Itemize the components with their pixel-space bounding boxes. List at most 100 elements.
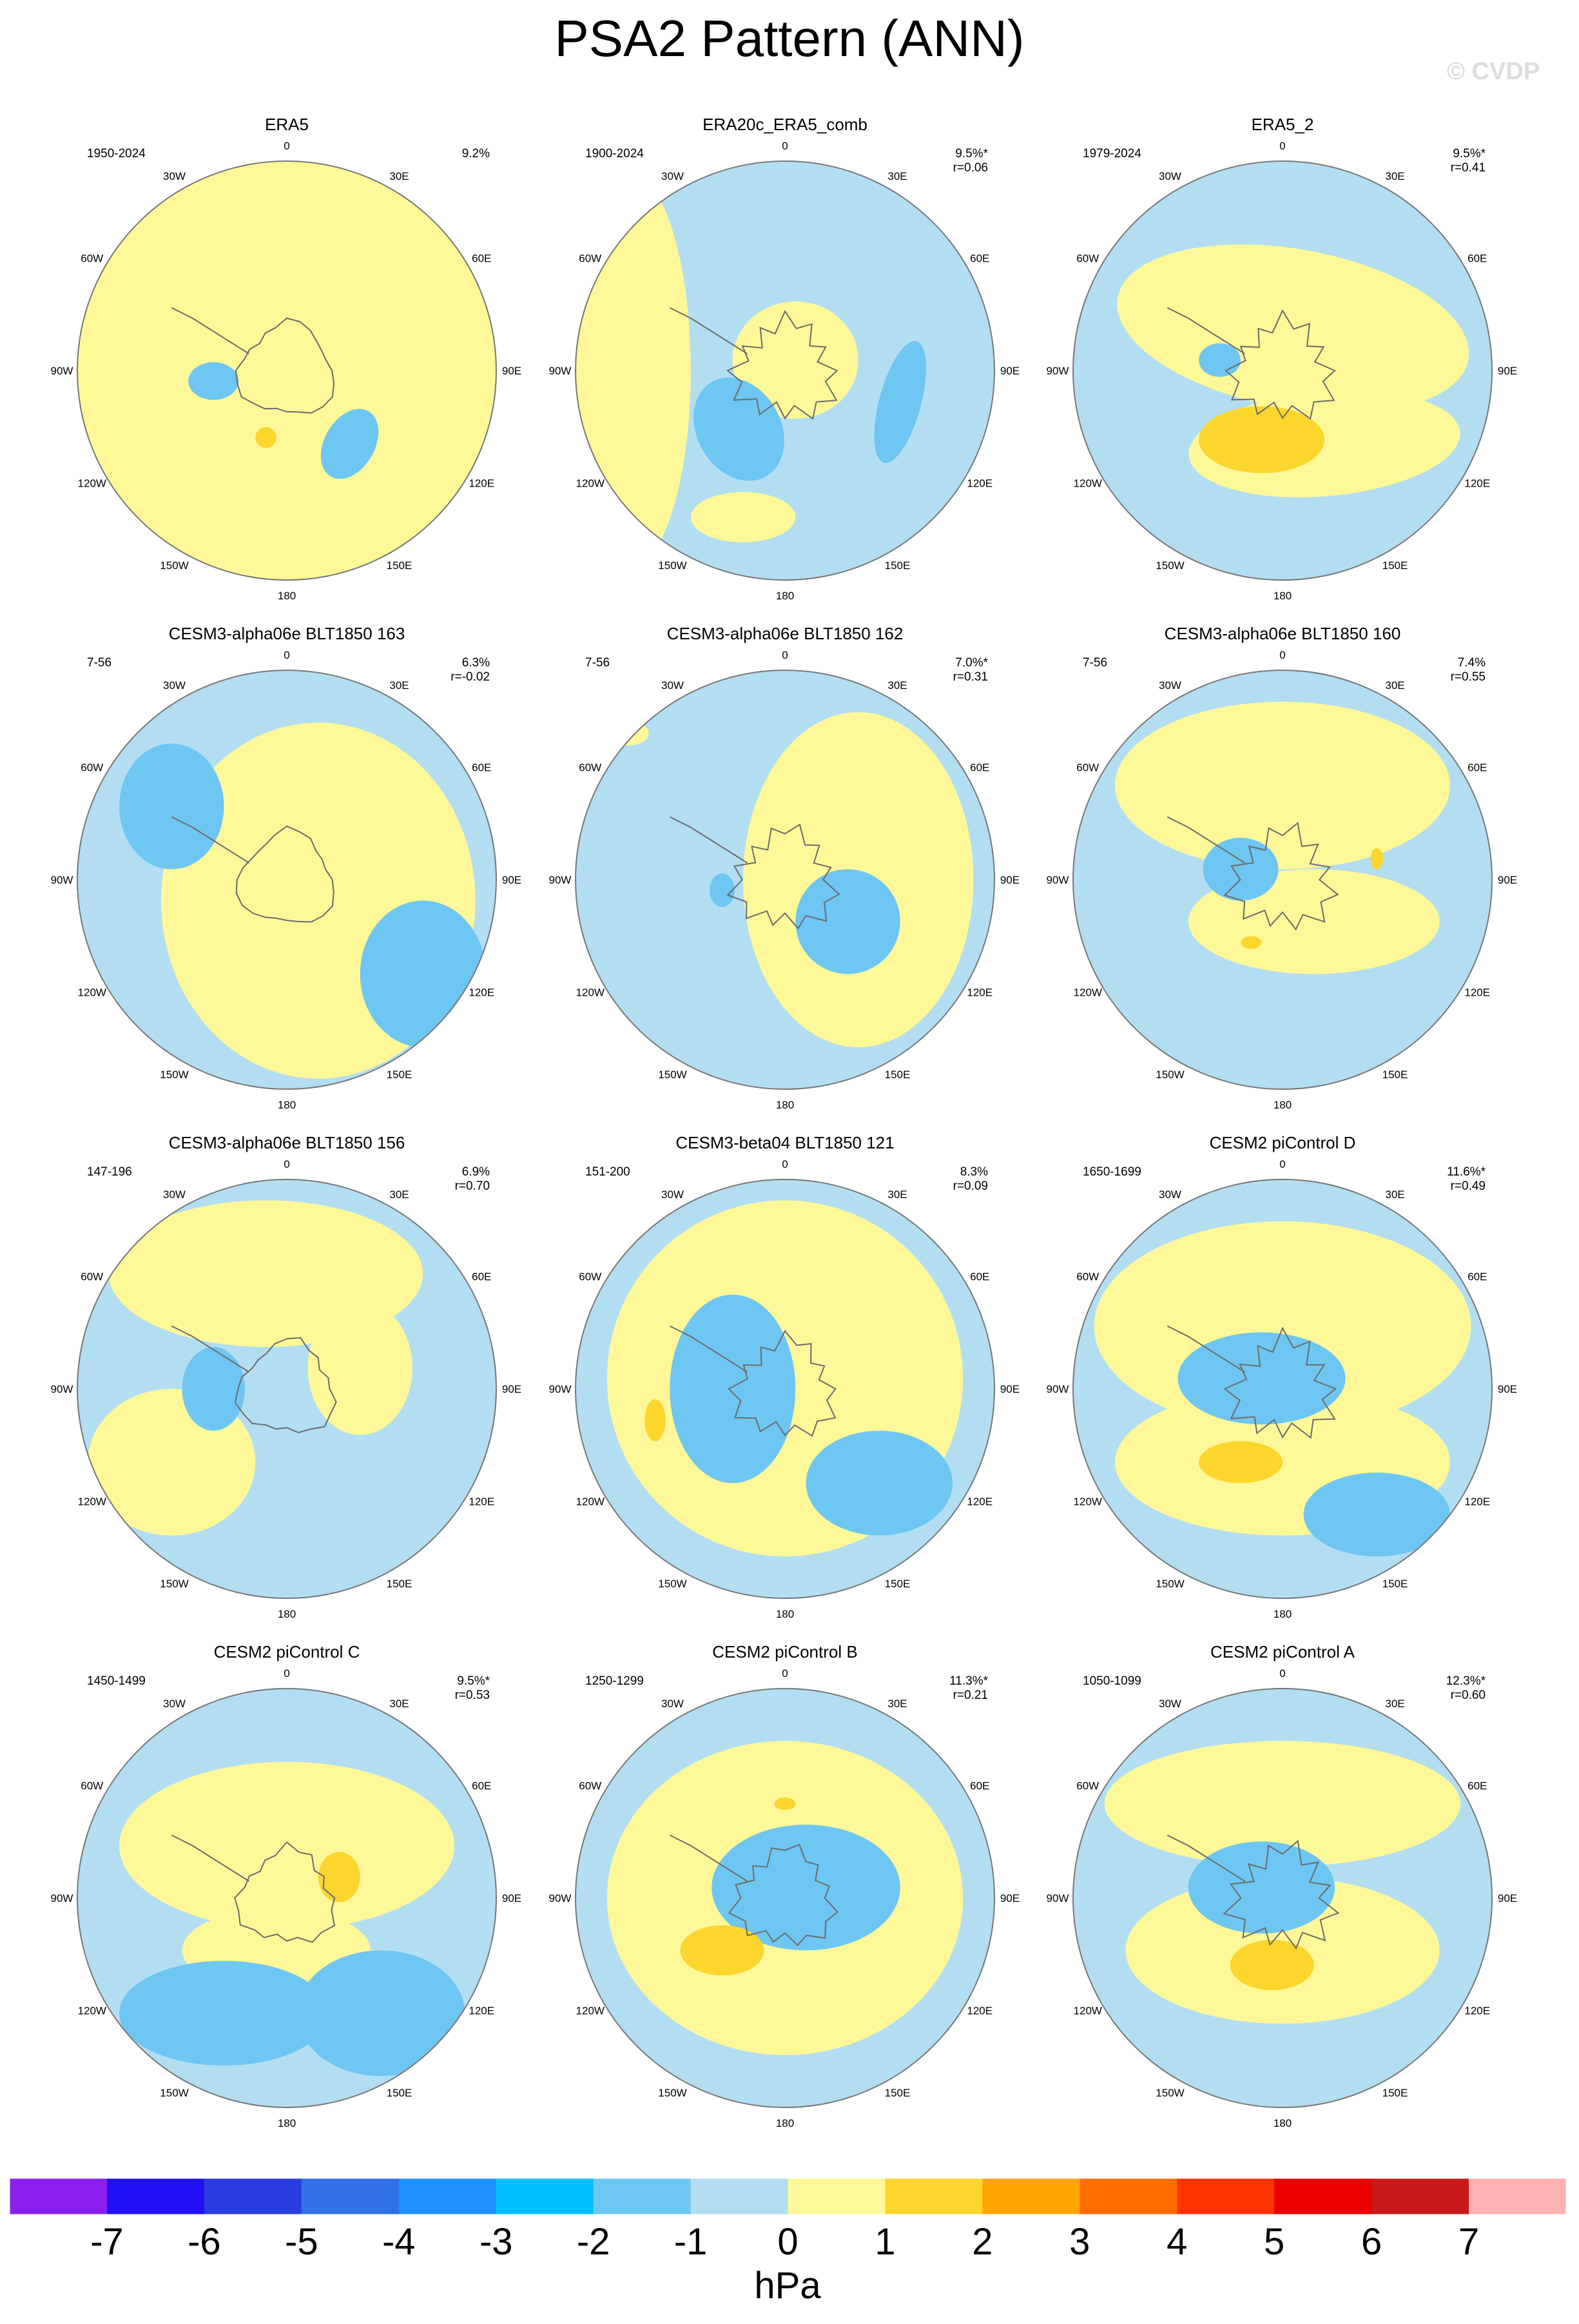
anomaly-region (297, 1950, 465, 2077)
longitude-label: 120E (967, 2005, 993, 2017)
panel-period: 151-200 (585, 1165, 630, 1179)
colorbar-swatch (106, 2178, 205, 2214)
anomaly-region (1199, 1441, 1283, 1484)
panel-title: CESM2 piControl D (1210, 1133, 1356, 1152)
map-panel: 0 30E 60E 90E 120E 150E 180 150W 120W 90W 60W 30W CE… (51, 1642, 522, 2129)
longitude-label: 150E (1382, 559, 1408, 572)
map-border (77, 670, 497, 1090)
panel-period: 7-56 (1083, 656, 1107, 670)
longitude-label: 150W (1156, 2087, 1184, 2099)
longitude-label: 60E (472, 1271, 491, 1283)
anomaly-region (710, 1368, 755, 1431)
longitude-label: 90E (502, 1383, 521, 1395)
longitude-label: 90E (502, 1892, 521, 1904)
longitude-label: 150E (387, 559, 412, 572)
longitude-label: 30W (163, 170, 186, 182)
longitude-label: 180 (1274, 1099, 1292, 1111)
longitude-label: 90E (1498, 874, 1517, 886)
coastline (171, 307, 250, 354)
map-panel: 0 30E 60E 90E 120E 150E 180 150W 120W 90W 60W 30W CE… (1047, 1133, 1518, 1620)
anomaly-region (119, 1761, 454, 1930)
colorbar-tick-label: -3 (480, 2221, 513, 2263)
anomaly-region (1209, 1342, 1272, 1393)
map-panel: 0 30E 60E 90E 120E 150E 180 150W 120W 90W 60W 30W ER… (1047, 115, 1518, 602)
coastline (728, 1843, 838, 1946)
longitude-label: 30W (661, 170, 684, 182)
panel-correlation: r=0.60 (1451, 1689, 1486, 1702)
longitude-label: 180 (776, 2117, 794, 2129)
longitude-label: 60W (579, 762, 601, 774)
longitude-label: 60W (579, 1271, 601, 1283)
colorbar-swatch (496, 2178, 594, 2214)
anomaly-region (644, 1399, 666, 1442)
longitude-label: 120E (1464, 987, 1490, 999)
longitude-label: 90E (1000, 874, 1020, 886)
longitude-label: 90W (549, 365, 572, 377)
longitude-label: 30W (661, 1698, 684, 1710)
map-border (575, 670, 995, 1090)
colorbar-swatch (10, 2178, 108, 2214)
longitude-label: 180 (1274, 1608, 1292, 1620)
panel-percent: 6.3% (462, 656, 490, 670)
coastline (728, 1330, 837, 1437)
map-panel: 0 30E 60E 90E 120E 150E 180 150W 120W 90W 60W 30W CE… (1047, 624, 1518, 1111)
colorbar-tick-label: -1 (674, 2221, 708, 2263)
longitude-label: 30E (389, 1188, 409, 1201)
anomaly-region (1370, 848, 1383, 869)
longitude-label: 120W (78, 987, 106, 999)
longitude-label: 90W (51, 365, 73, 377)
longitude-label: 60E (970, 762, 989, 774)
longitude-label: 120W (576, 2005, 605, 2017)
longitude-label: 90W (1047, 1383, 1069, 1395)
colorbar-swatch (982, 2178, 1080, 2214)
longitude-label: 120W (576, 1496, 605, 1508)
panel-period: 1050-1099 (1083, 1674, 1141, 1688)
panel-correlation: r=0.55 (1451, 670, 1486, 684)
colorbar-frame (9, 2178, 1567, 2215)
longitude-label: 60E (1468, 253, 1487, 265)
coastline (1167, 816, 1246, 864)
anomaly-region (747, 1875, 781, 1901)
anomaly-region (690, 492, 796, 543)
longitude-label: 0 (1279, 140, 1285, 152)
anomaly-region (806, 1431, 953, 1536)
longitude-label: 150E (1382, 1069, 1408, 1081)
longitude-label: 120E (967, 478, 993, 490)
longitude-label: 30W (1159, 1698, 1181, 1710)
colorbar-tick-label: 0 (777, 2221, 798, 2263)
longitude-label: 90E (1498, 365, 1517, 377)
coastline (1223, 822, 1339, 931)
longitude-label: 150E (387, 1069, 412, 1081)
panel-percent: 9.5%* (955, 147, 988, 160)
anomaly-region (1303, 1473, 1450, 1556)
longitude-label: 90W (1047, 1892, 1069, 1904)
coastline (235, 825, 334, 923)
longitude-label: 150W (160, 2087, 188, 2099)
anomaly-region (680, 1925, 764, 1976)
longitude-label: 0 (782, 1158, 788, 1170)
panel-percent: 9.2% (462, 147, 490, 160)
panel-percent: 7.0%* (955, 656, 988, 670)
longitude-label: 150W (1156, 1578, 1184, 1590)
anomaly-region (188, 362, 239, 400)
longitude-label: 150W (160, 1069, 188, 1081)
anomaly-region (1199, 343, 1241, 377)
longitude-label: 60E (970, 1780, 989, 1792)
longitude-label: 150W (658, 559, 686, 572)
panel-percent: 6.9% (462, 1165, 490, 1179)
longitude-label: 90W (549, 1383, 572, 1395)
longitude-label: 120W (1074, 478, 1102, 490)
anomaly-region (1241, 936, 1262, 949)
coastline (669, 307, 748, 354)
longitude-label: 0 (782, 140, 788, 152)
longitude-label: 60W (1076, 1780, 1099, 1792)
pressure-field (1073, 1179, 1492, 1598)
longitude-label: 120W (1074, 2005, 1102, 2017)
pressure-field (77, 1689, 496, 2107)
longitude-label: 120E (967, 987, 993, 999)
longitude-label: 150E (1382, 2087, 1408, 2099)
colorbar-unit: hPa (754, 2265, 821, 2307)
longitude-label: 150E (1382, 1578, 1408, 1590)
longitude-label: 150W (658, 1578, 686, 1590)
longitude-label: 120W (1074, 987, 1102, 999)
